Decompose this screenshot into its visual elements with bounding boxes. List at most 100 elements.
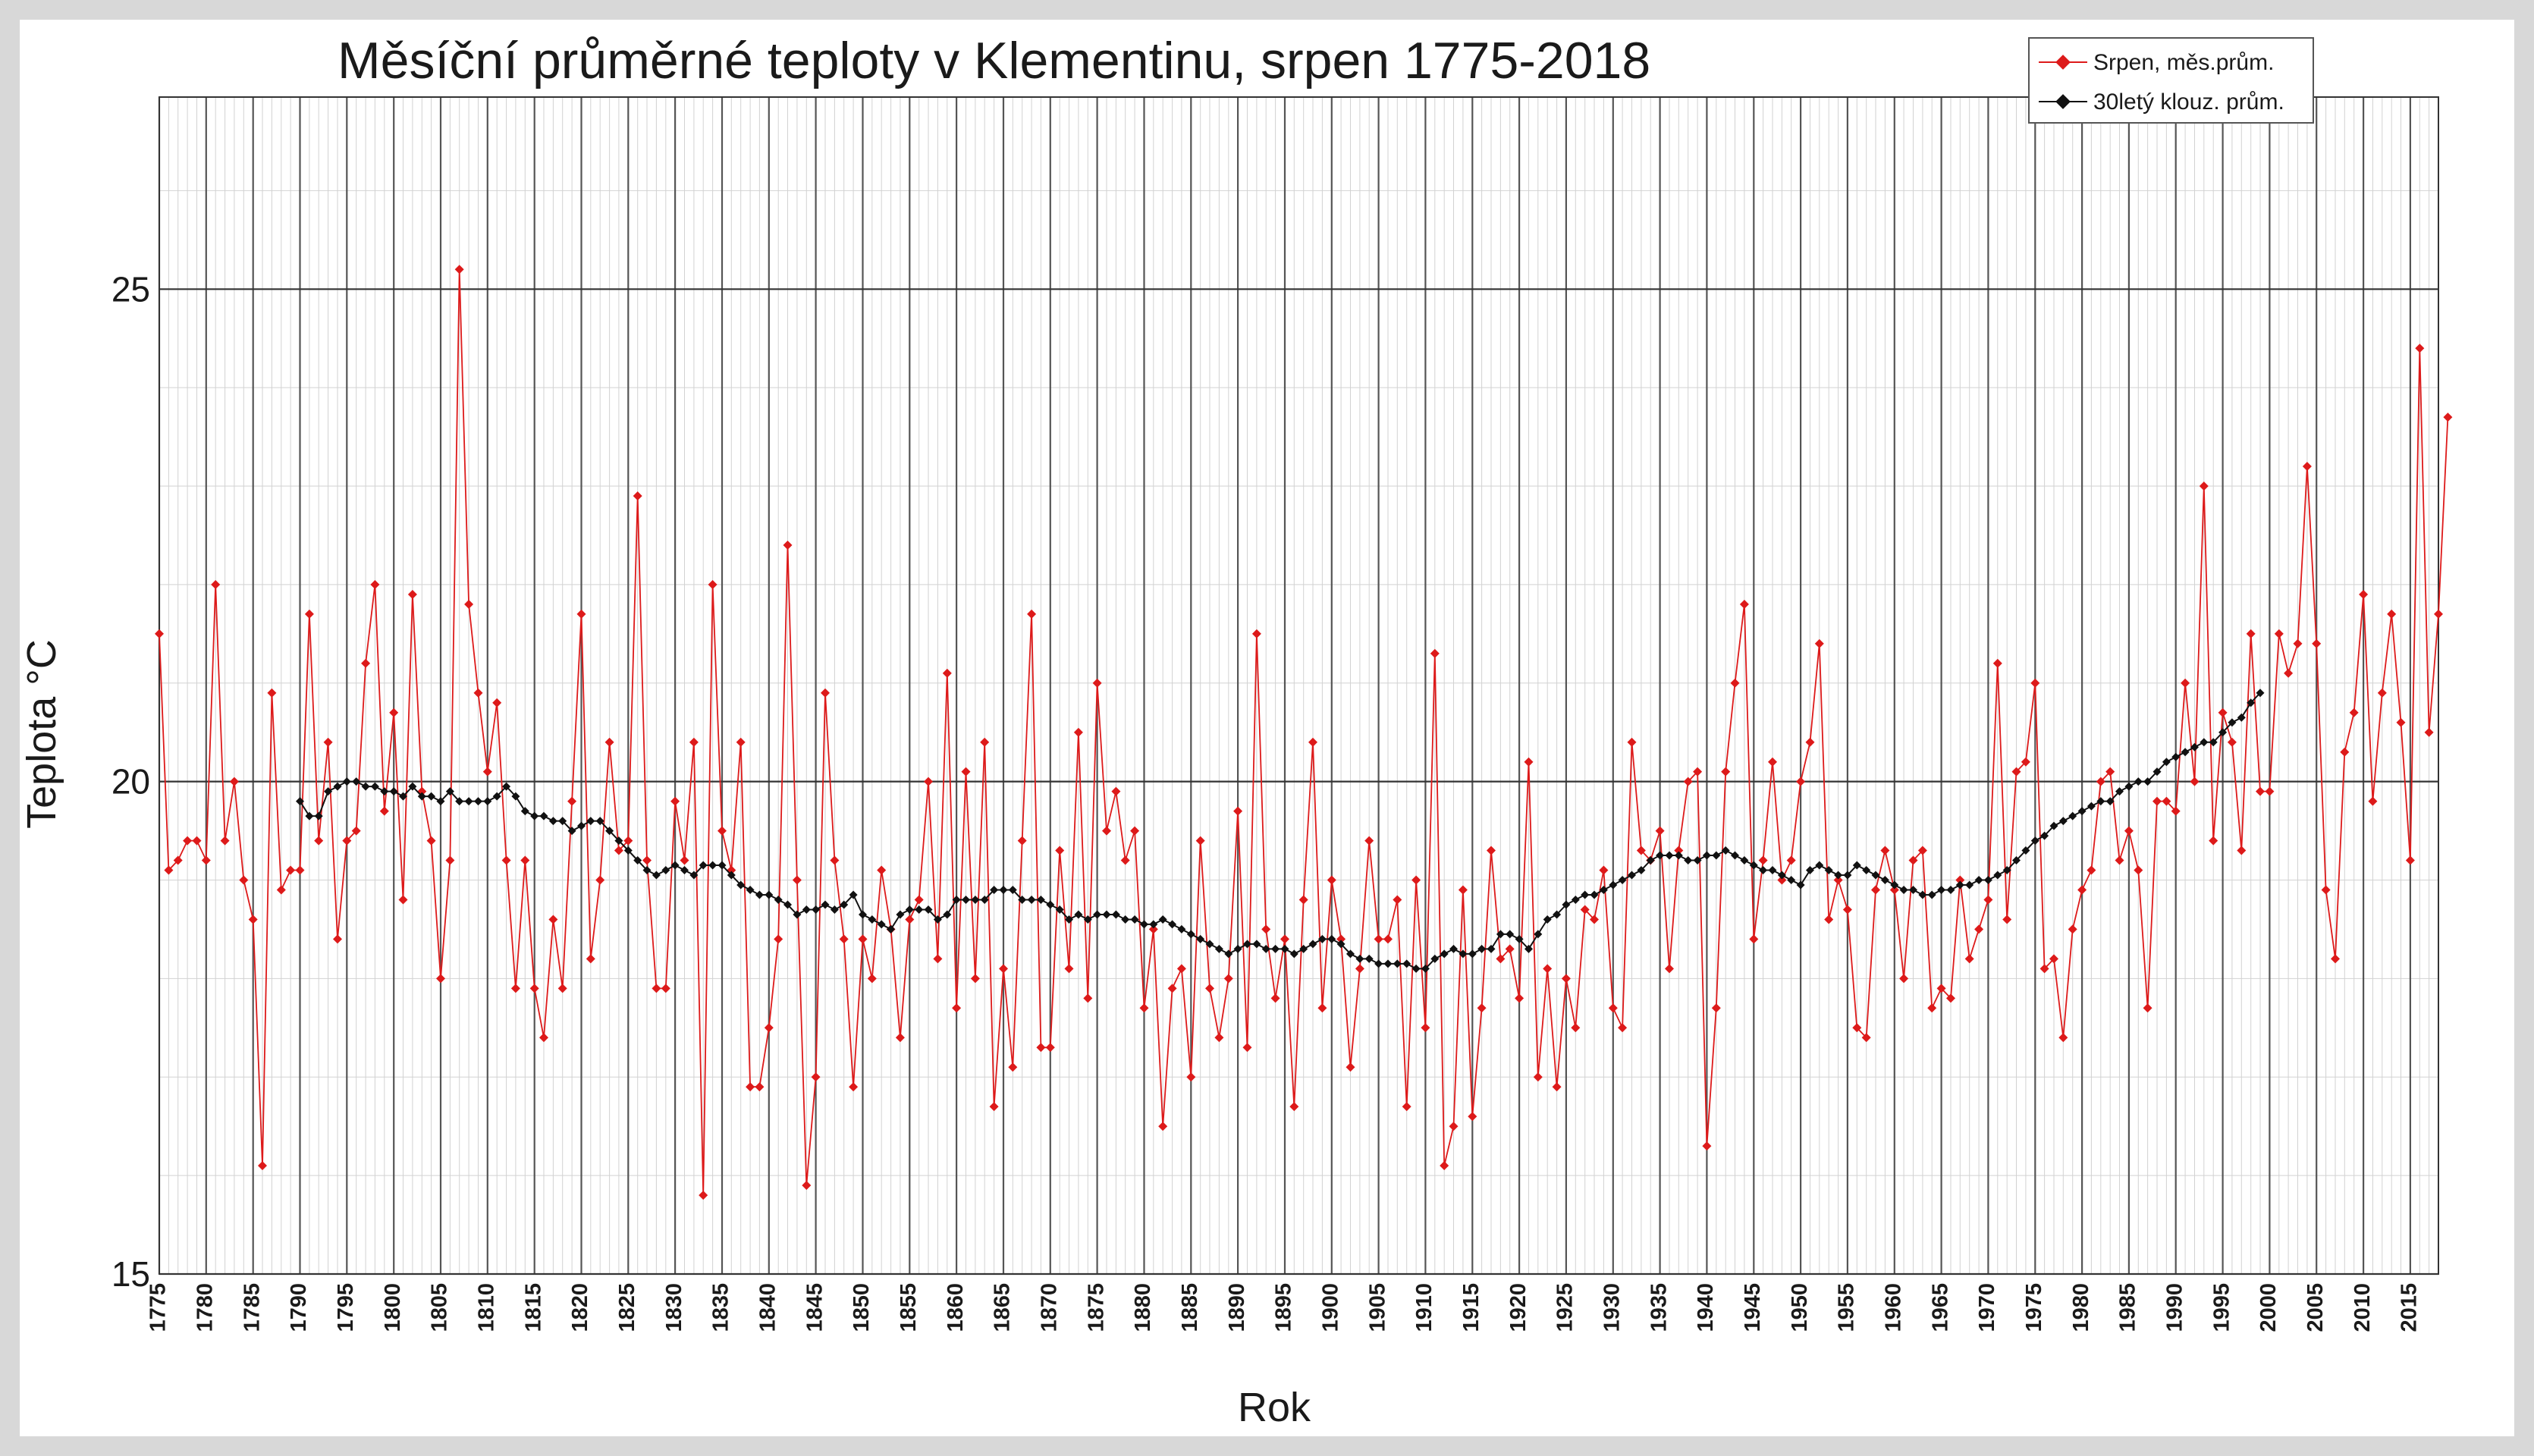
data-point (173, 855, 183, 865)
data-point (1252, 940, 1261, 949)
data-point (1908, 855, 1918, 865)
data-point (1027, 896, 1036, 904)
data-point (699, 861, 708, 870)
data-point (2134, 777, 2143, 786)
data-point (2077, 885, 2087, 895)
data-point (1871, 871, 1880, 880)
data-point (2115, 787, 2124, 796)
data-point (501, 855, 511, 865)
x-tick-label: 1980 (2069, 1283, 2093, 1332)
data-point (1261, 924, 1271, 934)
data-point (689, 871, 699, 880)
data-point (821, 688, 830, 698)
data-point (239, 875, 249, 885)
data-point (1139, 1003, 1149, 1013)
data-point (2218, 728, 2228, 737)
data-point (2058, 817, 2068, 826)
data-point (680, 866, 689, 874)
data-point (2237, 846, 2247, 855)
data-point (811, 1072, 821, 1082)
data-point (567, 796, 577, 806)
data-point (2359, 589, 2369, 599)
data-point (1524, 757, 1534, 767)
data-point (1702, 1141, 1712, 1151)
data-point (1308, 737, 1317, 747)
data-point (1487, 944, 1496, 953)
data-point (1543, 964, 1553, 974)
data-point (1889, 885, 1899, 895)
data-point (755, 1082, 765, 1092)
data-point (1777, 871, 1786, 880)
x-tick-label: 1855 (896, 1283, 921, 1332)
data-point (858, 934, 868, 944)
data-point (1852, 1023, 1862, 1033)
data-point (248, 915, 258, 924)
data-point (2227, 737, 2237, 747)
data-point (1214, 944, 1223, 953)
data-point (1411, 964, 1421, 973)
x-tick-label: 1780 (193, 1283, 217, 1332)
data-point (2246, 629, 2256, 639)
x-tick-label: 1775 (146, 1283, 171, 1332)
data-point (1402, 1102, 1411, 1112)
data-point (1336, 934, 1346, 944)
x-tick-label: 1960 (1881, 1283, 1905, 1332)
data-point (1317, 1003, 1327, 1013)
data-point (980, 896, 989, 904)
data-point (1580, 905, 1590, 915)
x-tick-label: 1875 (1084, 1283, 1108, 1332)
x-tick-label: 1955 (1835, 1283, 1859, 1332)
data-point (623, 836, 633, 846)
data-point (1917, 846, 1927, 855)
data-point (2424, 727, 2434, 737)
data-point (661, 866, 670, 874)
data-point (2443, 413, 2453, 422)
data-point (2218, 708, 2228, 717)
data-point (1017, 836, 1027, 846)
data-point (1862, 866, 1871, 874)
x-tick-label: 1800 (381, 1283, 405, 1332)
data-point (802, 1181, 812, 1191)
data-point (1130, 826, 1140, 836)
data-point (520, 807, 529, 816)
data-point (1993, 871, 2002, 880)
data-point (2434, 609, 2443, 619)
data-point (1064, 964, 1074, 974)
x-tick-label: 1820 (568, 1283, 592, 1332)
data-point (417, 792, 426, 801)
data-point (1721, 767, 1731, 777)
data-point (2030, 678, 2040, 688)
data-point (2415, 344, 2425, 353)
data-point (614, 836, 623, 846)
data-point (1562, 900, 1571, 909)
data-point (2377, 688, 2387, 698)
data-point (1768, 757, 1777, 767)
x-axis-title: Rok (1238, 1385, 1311, 1430)
x-tick-label: 1830 (662, 1283, 686, 1332)
data-point (642, 866, 652, 874)
data-point (1899, 974, 1909, 984)
x-tick-label: 1890 (1225, 1283, 1249, 1332)
data-point (1983, 876, 1992, 884)
data-point (1158, 915, 1167, 924)
data-point (445, 787, 454, 796)
data-point (1421, 964, 1430, 973)
data-point (943, 910, 952, 919)
data-point (586, 954, 595, 964)
data-point (492, 698, 502, 708)
data-point (1065, 915, 1073, 924)
data-point (1111, 910, 1120, 919)
data-point (924, 905, 933, 914)
data-point (1909, 886, 1917, 894)
data-point (755, 890, 764, 899)
data-point (2302, 462, 2312, 471)
data-point (1758, 855, 1768, 865)
y-axis-ticks: 15 20 25 (111, 269, 150, 1294)
data-point (1487, 846, 1496, 855)
data-point (455, 797, 464, 806)
data-point (933, 954, 943, 964)
series-moving-average (296, 689, 2265, 973)
data-point (2002, 866, 2011, 874)
data-point (1121, 915, 1130, 924)
